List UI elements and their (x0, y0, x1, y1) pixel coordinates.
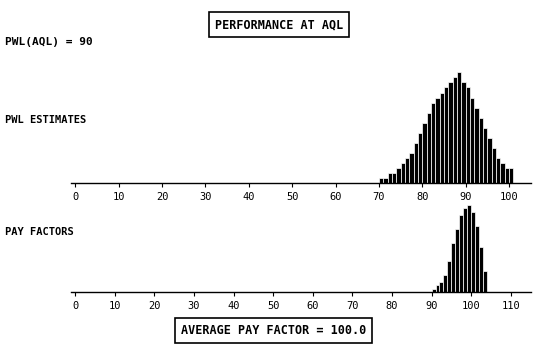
Bar (396, 168, 400, 183)
Bar (447, 261, 451, 292)
Bar (431, 102, 435, 183)
Bar (479, 247, 483, 292)
Text: PAY FACTORS: PAY FACTORS (5, 227, 74, 237)
Bar (448, 82, 452, 183)
Bar (501, 163, 504, 183)
Bar (474, 108, 479, 183)
Bar (409, 153, 414, 183)
Bar (418, 133, 422, 183)
Bar (461, 82, 465, 183)
Bar (459, 215, 463, 292)
Bar (504, 168, 509, 183)
Bar (465, 88, 470, 183)
Bar (487, 138, 492, 183)
Bar (432, 289, 435, 292)
Text: PWL ESTIMATES: PWL ESTIMATES (5, 115, 87, 125)
Bar (470, 98, 474, 183)
Bar (463, 208, 467, 292)
Bar (452, 77, 457, 183)
Bar (444, 275, 447, 292)
Bar (444, 88, 448, 183)
Bar (422, 123, 427, 183)
Bar (400, 163, 405, 183)
Bar (509, 168, 513, 183)
Bar (483, 271, 487, 292)
Bar (414, 143, 418, 183)
Bar (405, 158, 409, 183)
Bar (455, 230, 459, 292)
Bar (457, 73, 461, 183)
Bar (496, 158, 501, 183)
Bar (439, 282, 444, 292)
Bar (471, 212, 475, 292)
Bar (475, 226, 479, 292)
Bar (492, 148, 496, 183)
Bar (387, 173, 392, 183)
Bar (435, 285, 439, 292)
Text: PERFORMANCE AT AQL: PERFORMANCE AT AQL (215, 18, 343, 31)
Text: AVERAGE PAY FACTOR = 100.0: AVERAGE PAY FACTOR = 100.0 (181, 325, 366, 337)
Bar (383, 178, 387, 183)
Bar (451, 243, 455, 292)
Bar (467, 205, 471, 292)
Bar (435, 98, 440, 183)
Bar (379, 178, 383, 183)
Text: PWL(AQL) = 90: PWL(AQL) = 90 (5, 37, 93, 47)
Bar (440, 93, 444, 183)
Bar (479, 118, 483, 183)
Bar (427, 113, 431, 183)
Bar (483, 128, 487, 183)
Bar (392, 173, 396, 183)
